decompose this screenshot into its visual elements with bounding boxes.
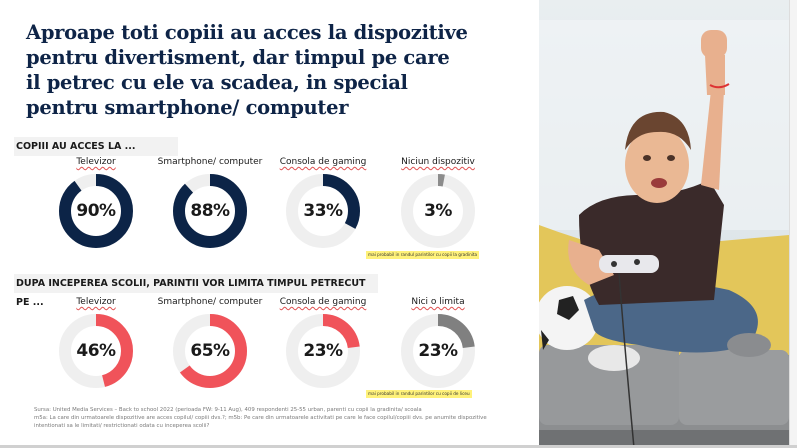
title-line-4: pentru smartphone/ computer: [26, 96, 349, 119]
title-line-3: il petrec cu ele va scadea, in special: [26, 71, 408, 94]
donut-ring: [286, 174, 360, 248]
donut-value: 88%: [190, 201, 230, 221]
donut-chart: 33%: [285, 173, 361, 249]
chart-label: Smartphone/ computer: [157, 157, 263, 167]
donut-chart: 88%: [172, 173, 248, 249]
annotation-note: mai probabil in randul parintilor cu cop…: [366, 251, 480, 259]
donut-chart: 23%: [400, 313, 476, 389]
chart-label: Televizor: [76, 297, 116, 307]
donut-chart: 65%: [172, 313, 248, 389]
chart-label: Nici o limita: [411, 297, 465, 307]
section-heading-limit: DUPA INCEPEREA SCOLII, PARINTII VOR LIMI…: [14, 274, 378, 308]
donut-ring: [173, 174, 247, 248]
slide-title: Aproape toti copiii au acces la dispozit…: [26, 20, 526, 120]
donut-ring: [401, 314, 475, 388]
photo-boy-gaming: [539, 0, 789, 448]
donut-chart: 23%: [285, 313, 361, 389]
chart-label: Televizor: [76, 157, 116, 167]
photo-illustration: [539, 0, 789, 448]
slide-right-edge: [789, 0, 797, 448]
donut-chart: 90%: [58, 173, 134, 249]
donut-value: 33%: [303, 201, 343, 221]
donut-ring: [59, 174, 133, 248]
donut-value: 23%: [303, 341, 343, 361]
annotation-note: mai probabil in randul parintilor cu cop…: [366, 390, 472, 398]
donut-chart: 3%: [400, 173, 476, 249]
donut-value: 46%: [76, 341, 116, 361]
title-line-1: Aproape toti copiii au acces la dispozit…: [26, 21, 468, 44]
donut-ring: [401, 174, 475, 248]
section-heading-access: COPIII AU ACCES LA ...: [14, 137, 178, 156]
source-footnote: Sursa: United Media Services – Back to s…: [34, 406, 534, 430]
chart-label: Consola de gaming: [279, 297, 367, 307]
chart-label: Consola de gaming: [279, 157, 367, 167]
donut-value: 90%: [76, 201, 116, 221]
slide-bottom-edge: [0, 445, 797, 448]
source-line-1: Sursa: United Media Services – Back to s…: [34, 407, 422, 413]
donut-chart: 46%: [58, 313, 134, 389]
donut-ring: [286, 314, 360, 388]
donut-ring: [59, 314, 133, 388]
source-line-2: m5a: La care din urmatoarele dispozitive…: [34, 415, 487, 421]
donut-value: 65%: [190, 341, 230, 361]
donut-value: 3%: [424, 201, 452, 221]
donut-ring: [173, 314, 247, 388]
chart-label: Niciun dispozitiv: [401, 157, 475, 167]
title-line-2: pentru divertisment, dar timpul pe care: [26, 46, 450, 69]
donut-value: 23%: [418, 341, 458, 361]
source-line-3: intentionati sa le limitati/ restriction…: [34, 423, 210, 429]
chart-label: Smartphone/ computer: [157, 297, 263, 307]
